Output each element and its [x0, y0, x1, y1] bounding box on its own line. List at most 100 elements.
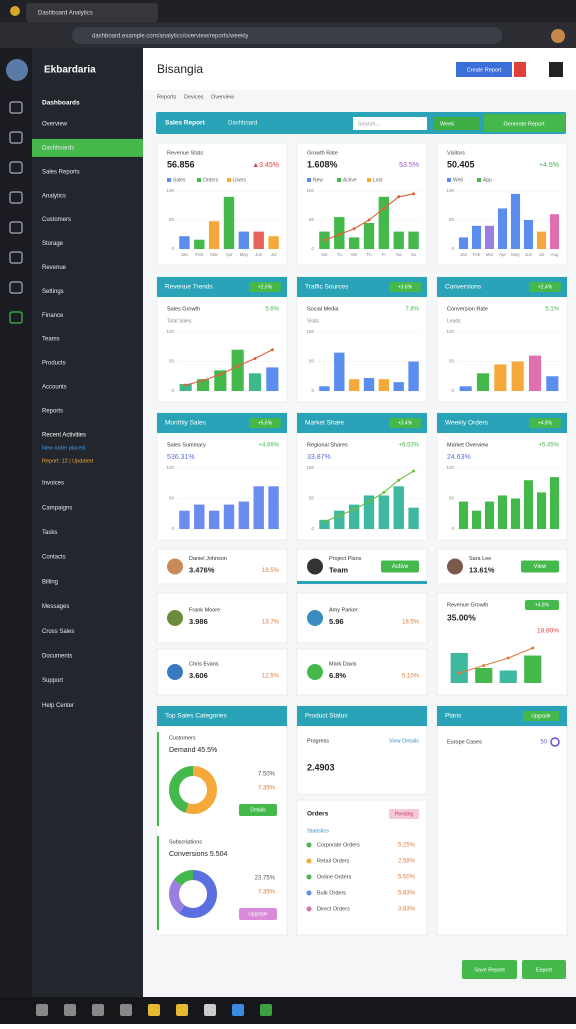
bar	[194, 504, 205, 529]
alert-button[interactable]	[514, 62, 526, 77]
taskbar-icon[interactable]	[260, 1004, 272, 1016]
tab[interactable]	[26, 3, 158, 22]
avatar[interactable]	[307, 610, 323, 626]
button[interactable]	[239, 804, 277, 816]
active-item[interactable]	[32, 138, 143, 157]
search-placeholder[interactable]: Search...	[358, 121, 380, 127]
x-tick-label: Jun	[525, 252, 533, 257]
avatar[interactable]	[167, 610, 183, 626]
nav-icon[interactable]	[9, 131, 23, 144]
create-button[interactable]	[456, 62, 512, 77]
nav-icon[interactable]	[9, 281, 23, 294]
label: 7.8%	[405, 307, 419, 313]
footer-button[interactable]	[462, 960, 517, 979]
taskbar-icon[interactable]	[176, 1004, 188, 1016]
label: 53.5%	[399, 162, 419, 169]
nav-item[interactable]: Cross Sales	[42, 629, 74, 635]
bar	[510, 193, 521, 249]
nav-icon[interactable]	[9, 221, 23, 234]
label[interactable]: Export	[536, 967, 552, 973]
label: 33.87%	[307, 454, 331, 461]
trend-point	[457, 671, 461, 675]
nav-item[interactable]: Messages	[42, 604, 69, 610]
nav-item[interactable]: Documents	[42, 653, 72, 659]
bar	[363, 495, 375, 529]
label: Project Plans	[329, 556, 362, 562]
label: Sales	[173, 177, 186, 183]
nav-icon[interactable]	[9, 191, 23, 204]
nav-item[interactable]: Settings	[42, 289, 64, 295]
taskbar-icon[interactable]	[36, 1004, 48, 1016]
nav-item[interactable]: Products	[42, 361, 66, 367]
taskbar-icon[interactable]	[232, 1004, 244, 1016]
x-tick-label: Feb	[473, 252, 481, 257]
nav-item[interactable]: Support	[42, 678, 63, 684]
avatar[interactable]	[167, 664, 183, 680]
avatar[interactable]	[307, 558, 323, 575]
taskbar-icon[interactable]	[64, 1004, 76, 1016]
nav-item[interactable]: Reports	[42, 408, 63, 414]
nav-item[interactable]: Teams	[42, 337, 60, 343]
taskbar-icon[interactable]	[92, 1004, 104, 1016]
avatar[interactable]	[167, 558, 183, 575]
create-button-label[interactable]: Create Report	[467, 67, 502, 73]
nav-item[interactable]: Invoices	[42, 481, 64, 487]
button[interactable]	[521, 560, 559, 573]
nav-item[interactable]: Customers	[42, 217, 71, 223]
taskbar-icon[interactable]	[204, 1004, 216, 1016]
label: 5.25%	[398, 843, 416, 849]
nav-item[interactable]: Accounts	[42, 384, 67, 390]
label: 7.50%	[258, 772, 276, 778]
address-bar[interactable]	[72, 27, 502, 44]
y-tick-label: 50	[309, 359, 315, 364]
nav-item[interactable]: Tasks	[42, 530, 57, 536]
footer-button[interactable]	[522, 960, 566, 979]
taskbar-icon[interactable]	[148, 1004, 160, 1016]
button[interactable]	[381, 560, 419, 573]
select-box[interactable]	[433, 117, 479, 130]
avatar[interactable]	[447, 558, 463, 575]
nav-icon[interactable]	[9, 161, 23, 174]
tab[interactable]: Overview	[211, 94, 234, 100]
y-tick-label: 100	[166, 188, 174, 193]
nav-item[interactable]: Billing	[42, 579, 58, 585]
tab[interactable]: Reports	[157, 94, 177, 100]
label: Upgrade	[531, 713, 550, 719]
nav-item[interactable]: Campaigns	[42, 505, 72, 511]
avatar[interactable]	[307, 664, 323, 680]
nav-icon[interactable]	[9, 101, 23, 114]
nav-item[interactable]: Dashboards	[42, 145, 74, 151]
bar	[471, 510, 482, 529]
toggle[interactable]	[550, 737, 560, 747]
nav-item[interactable]: Help Center	[42, 703, 74, 709]
badge	[389, 418, 421, 428]
nav-item[interactable]: Sales Reports	[42, 169, 80, 175]
label[interactable]: Save Report	[474, 967, 505, 973]
tab[interactable]: Devices	[184, 94, 204, 100]
label: 3.476%	[189, 565, 215, 574]
label[interactable]: View Details	[389, 738, 419, 744]
bar	[179, 236, 190, 249]
select-label[interactable]: Week	[440, 121, 454, 127]
search-box[interactable]	[353, 117, 427, 130]
bar	[393, 486, 404, 529]
nav-item[interactable]: Analytics	[42, 193, 66, 199]
nav-item[interactable]: Finance	[42, 313, 64, 319]
close-button[interactable]	[549, 62, 563, 77]
generate-label[interactable]: Generate Report	[504, 121, 545, 127]
nav-icon[interactable]	[9, 311, 23, 324]
taskbar-icon[interactable]	[120, 1004, 132, 1016]
avatar[interactable]	[6, 59, 28, 81]
nav-item[interactable]: Overview	[42, 122, 68, 128]
button[interactable]	[239, 908, 277, 920]
label: Statistics	[307, 828, 329, 834]
nav-icon[interactable]	[9, 251, 23, 264]
nav-item[interactable]: Storage	[42, 241, 64, 247]
trend-point	[322, 238, 326, 242]
nav-item[interactable]: Revenue	[42, 265, 67, 271]
label: View	[534, 564, 548, 570]
generate-button[interactable]	[484, 114, 565, 132]
x-tick-label: Tu	[337, 252, 343, 257]
nav-item[interactable]: Contacts	[42, 555, 66, 561]
profile[interactable]	[551, 29, 565, 43]
